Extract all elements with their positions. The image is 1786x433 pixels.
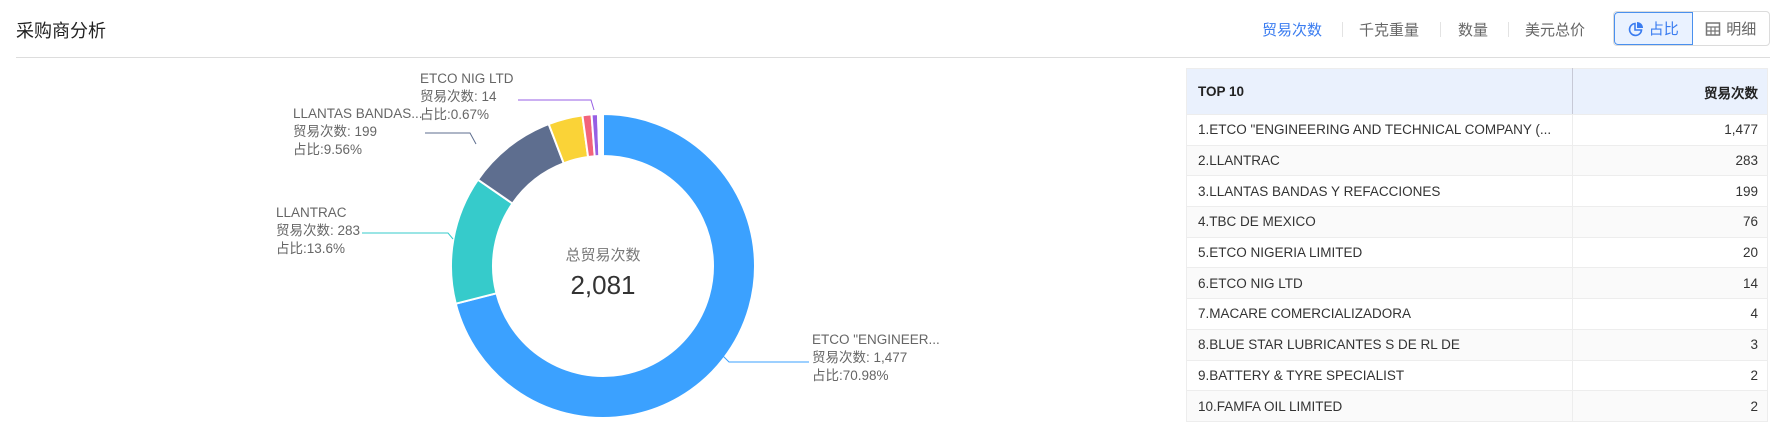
share-view-button[interactable]: 占比 — [1614, 12, 1693, 45]
count-cell: 76 — [1572, 206, 1768, 238]
name-cell: 7.MACARE COMERCIALIZADORA — [1186, 298, 1573, 330]
name-cell: 3.LLANTAS BANDAS Y REFACCIONES — [1186, 175, 1573, 208]
name-cell: 8.BLUE STAR LUBRICANTES S DE RL DE — [1186, 328, 1573, 361]
page-title: 采购商分析 — [16, 21, 106, 41]
leader-line — [518, 99, 595, 111]
view-toggle: 占比 明细 — [1613, 11, 1770, 46]
donut-chart — [362, 99, 809, 419]
donut-slice[interactable] — [601, 112, 604, 158]
name-cell: 9.BATTERY & TYRE SPECIALIST — [1186, 359, 1573, 392]
name-cell: 6.ETCO NIG LTD — [1186, 267, 1573, 300]
count-cell: 2 — [1572, 359, 1768, 392]
name-cell: 4.TBC DE MEXICO — [1186, 206, 1573, 238]
tab-quantity[interactable]: 数量 — [1458, 22, 1489, 39]
divider — [1342, 22, 1343, 37]
header-divider — [16, 57, 1770, 58]
table-row[interactable]: 7.MACARE COMERCIALIZADORA 4 — [1186, 298, 1768, 330]
table-row[interactable]: 1.ETCO "ENGINEERING AND TECHNICAL COMPAN… — [1186, 114, 1768, 146]
name-cell: 10.FAMFA OIL LIMITED — [1186, 390, 1573, 422]
count-cell: 1,477 — [1572, 114, 1768, 146]
table-row[interactable]: 10.FAMFA OIL LIMITED 2 — [1186, 390, 1768, 422]
tab-trade-count[interactable]: 贸易次数 — [1262, 22, 1323, 39]
table-row[interactable]: 2.LLANTRAC 283 — [1186, 144, 1768, 177]
count-cell: 283 — [1572, 144, 1768, 177]
leader-line — [425, 132, 477, 145]
share-view-label: 占比 — [1648, 21, 1679, 38]
count-cell: 14 — [1572, 267, 1768, 300]
slice-label: ETCO "ENGINEER... 贸易次数: 1,477 占比:70.98% — [812, 332, 940, 383]
count-cell: 3 — [1572, 328, 1768, 361]
slice-label: LLANTRAC 贸易次数: 283 占比:13.6% — [276, 205, 361, 256]
leader-line — [721, 354, 809, 363]
count-cell: 20 — [1572, 236, 1768, 269]
tab-usd-total[interactable]: 美元总价 — [1525, 22, 1586, 39]
donut-slice[interactable] — [454, 112, 756, 419]
pie-chart-icon — [1628, 21, 1643, 36]
table-icon — [1705, 21, 1721, 36]
count-cell: 2 — [1572, 390, 1768, 422]
column-header-name: TOP 10 — [1186, 68, 1573, 115]
name-cell: 2.LLANTRAC — [1186, 144, 1573, 177]
top10-table: TOP 10 贸易次数 1.ETCO "ENGINEERING AND TECH… — [1186, 68, 1768, 422]
column-header-count: 贸易次数 — [1572, 68, 1768, 115]
tab-kg-weight[interactable]: 千克重量 — [1359, 22, 1420, 39]
table-row[interactable]: 3.LLANTAS BANDAS Y REFACCIONES 199 — [1186, 175, 1768, 208]
slice-label: LLANTAS BANDAS... 贸易次数: 199 占比:9.56% — [293, 106, 423, 157]
table-row[interactable]: 4.TBC DE MEXICO 76 — [1186, 206, 1768, 238]
center-label: 总贸易次数 — [565, 247, 641, 264]
divider — [1508, 22, 1509, 37]
table-row[interactable]: 5.ETCO NIGERIA LIMITED 20 — [1186, 236, 1768, 269]
slice-label: ETCO NIG LTD 贸易次数: 14 占比:0.67% — [420, 71, 514, 122]
table-row[interactable]: 8.BLUE STAR LUBRICANTES S DE RL DE 3 — [1186, 328, 1768, 361]
divider — [1440, 22, 1441, 37]
table-row[interactable]: 9.BATTERY & TYRE SPECIALIST 2 — [1186, 359, 1768, 392]
name-cell: 1.ETCO "ENGINEERING AND TECHNICAL COMPAN… — [1186, 114, 1573, 146]
detail-view-button[interactable]: 明细 — [1693, 12, 1770, 45]
name-cell: 5.ETCO NIGERIA LIMITED — [1186, 236, 1573, 269]
table-row[interactable]: 6.ETCO NIG LTD 14 — [1186, 267, 1768, 300]
count-cell: 4 — [1572, 298, 1768, 330]
count-cell: 199 — [1572, 175, 1768, 208]
center-value: 2,081 — [570, 270, 636, 300]
leader-line — [362, 232, 454, 240]
detail-view-label: 明细 — [1726, 21, 1757, 38]
